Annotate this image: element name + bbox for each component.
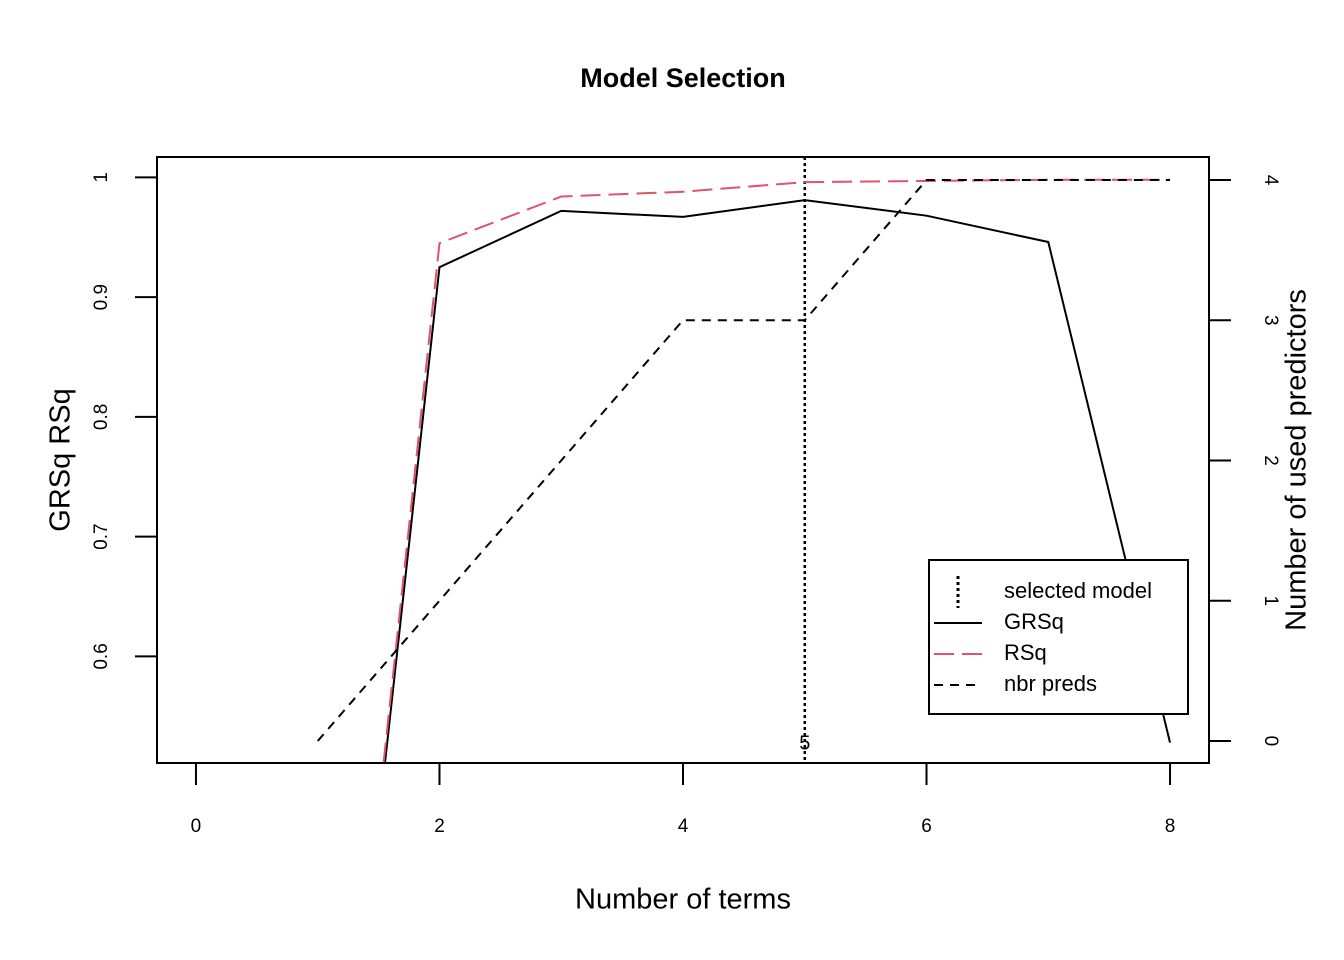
y-axis-label: GRSq RSq	[45, 388, 77, 531]
x-tick-label: 0	[191, 816, 202, 837]
y2-tick-label: 3	[1260, 315, 1281, 326]
x-tick-label: 8	[1165, 816, 1176, 837]
legend-box	[928, 559, 1189, 715]
legend-label: RSq	[1004, 640, 1047, 665]
legend-label: GRSq	[1004, 609, 1064, 634]
y-tick-label: 0.7	[91, 523, 112, 549]
y2-tick-label: 0	[1260, 736, 1281, 747]
selected-model-label: 5	[799, 732, 810, 754]
y2-axis-label: Number of used predictors	[1281, 289, 1313, 631]
x-axis-label: Number of terms	[575, 884, 791, 916]
y-tick-label: 1	[91, 172, 112, 183]
chart-title: Model Selection	[580, 63, 786, 93]
y2-tick-label: 4	[1260, 175, 1281, 186]
y-tick-label: 0.8	[91, 404, 112, 430]
y-tick-label: 0.6	[91, 643, 112, 669]
plot-area	[316, 157, 1172, 763]
x-tick-label: 4	[678, 816, 689, 837]
series-line	[382, 178, 1171, 763]
x-tick-label: 6	[921, 816, 932, 837]
y-tick-label: 0.9	[91, 284, 112, 310]
series-line	[383, 199, 1172, 763]
y2-tick-label: 1	[1260, 595, 1281, 606]
y2-tick-label: 2	[1260, 455, 1281, 466]
legend-label: selected model	[1004, 578, 1152, 603]
legend-label: nbr preds	[1004, 671, 1097, 696]
series-line	[316, 179, 1171, 742]
x-tick-label: 2	[434, 816, 445, 837]
